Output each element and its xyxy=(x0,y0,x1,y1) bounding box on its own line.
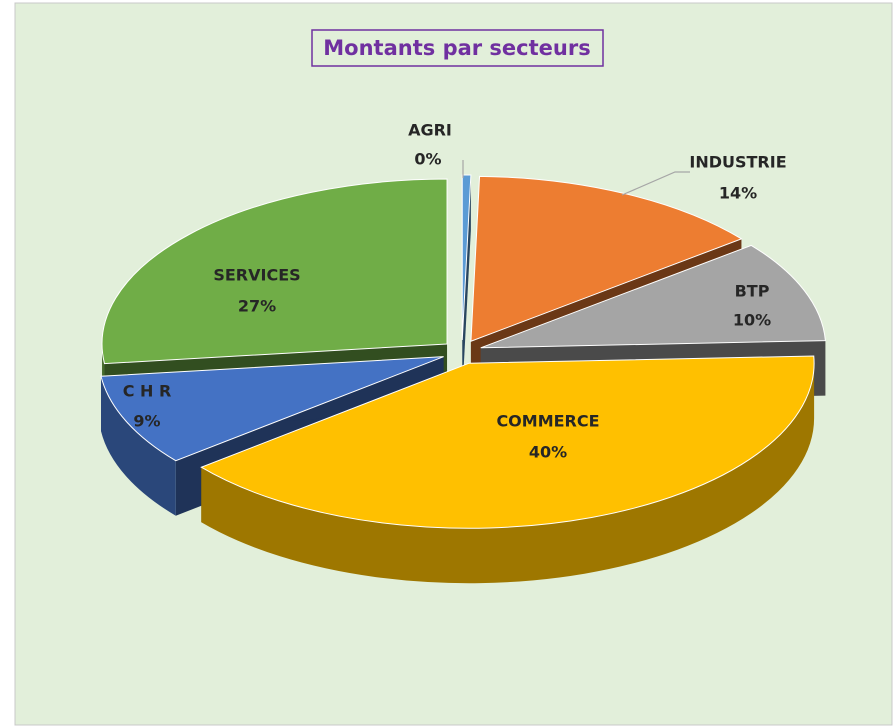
title-box xyxy=(311,29,604,67)
data-label-name: SERVICES xyxy=(213,266,300,285)
data-label-value: 0% xyxy=(414,150,441,169)
chart-title: Montants par secteurs xyxy=(323,36,590,60)
data-label-value: 14% xyxy=(719,184,757,203)
data-label-value: 9% xyxy=(133,412,160,431)
slice xyxy=(200,355,815,584)
slice-top xyxy=(200,355,815,529)
leader-line xyxy=(621,171,690,196)
data-label-value: 10% xyxy=(733,311,771,330)
data-label-value: 40% xyxy=(529,443,567,462)
data-label-name: COMMERCE xyxy=(496,412,599,431)
slice-top xyxy=(100,356,444,462)
slice xyxy=(461,174,472,396)
slice-side xyxy=(462,175,471,396)
data-label-name: AGRI xyxy=(408,121,452,140)
data-label-value: 27% xyxy=(238,297,276,316)
slice-wall xyxy=(201,363,815,584)
slice-wall xyxy=(101,376,176,516)
slice-top xyxy=(101,178,448,365)
data-label-name: C H R xyxy=(123,382,172,401)
slice-top xyxy=(480,244,826,349)
data-label-name: BTP xyxy=(735,282,770,301)
data-label-name: INDUSTRIE xyxy=(689,153,786,172)
slice-top xyxy=(461,174,472,341)
